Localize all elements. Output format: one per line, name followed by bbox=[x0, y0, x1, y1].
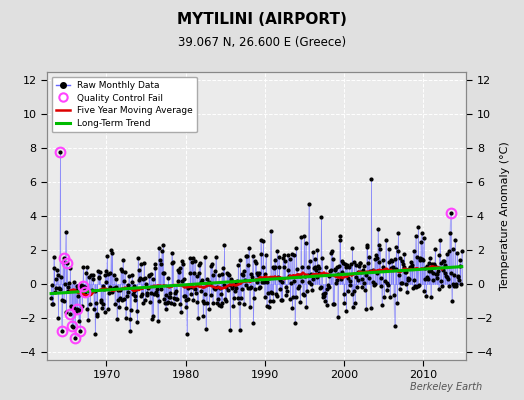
Legend: Raw Monthly Data, Quality Control Fail, Five Year Moving Average, Long-Term Tren: Raw Monthly Data, Quality Control Fail, … bbox=[52, 76, 197, 132]
Y-axis label: Temperature Anomaly (°C): Temperature Anomaly (°C) bbox=[500, 142, 510, 290]
Text: MYTILINI (AIRPORT): MYTILINI (AIRPORT) bbox=[177, 12, 347, 27]
Text: Berkeley Earth: Berkeley Earth bbox=[410, 382, 482, 392]
Text: 39.067 N, 26.600 E (Greece): 39.067 N, 26.600 E (Greece) bbox=[178, 36, 346, 49]
